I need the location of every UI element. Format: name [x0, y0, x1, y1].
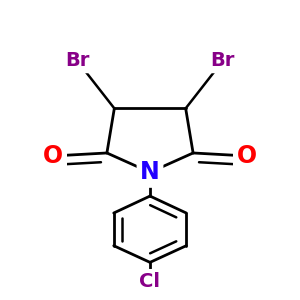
- Text: Br: Br: [211, 51, 235, 70]
- Text: O: O: [236, 144, 257, 168]
- Text: N: N: [140, 160, 160, 184]
- Text: Br: Br: [65, 51, 89, 70]
- Text: Br: Br: [65, 51, 89, 70]
- Text: Cl: Cl: [140, 272, 160, 291]
- Text: O: O: [236, 144, 257, 168]
- Text: O: O: [43, 144, 64, 168]
- Text: Br: Br: [211, 51, 235, 70]
- Text: O: O: [43, 144, 64, 168]
- Text: Cl: Cl: [140, 272, 160, 291]
- Text: N: N: [140, 160, 160, 184]
